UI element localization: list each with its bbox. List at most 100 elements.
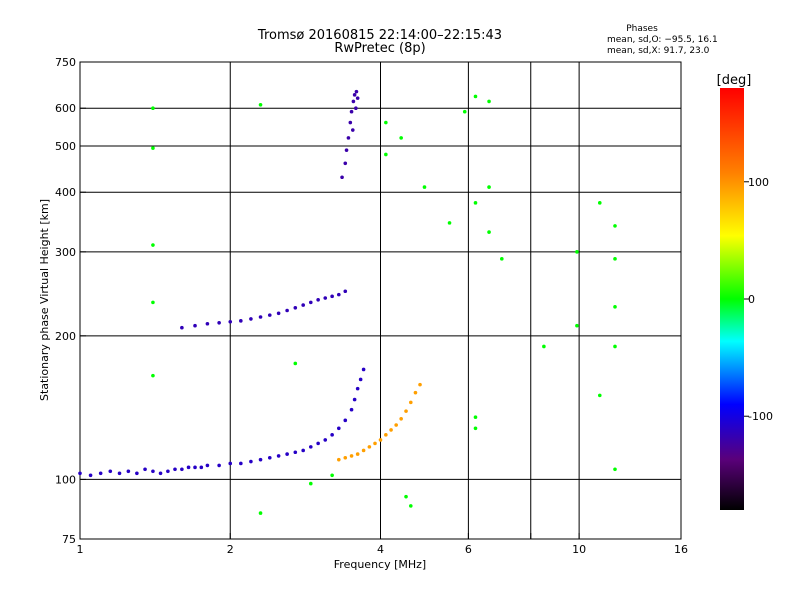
data-point xyxy=(613,257,617,261)
colorbar-tick-label: 100 xyxy=(748,176,769,189)
data-point xyxy=(98,471,103,476)
data-point xyxy=(323,296,328,300)
data-point xyxy=(151,300,155,305)
data-point xyxy=(355,96,360,100)
data-point xyxy=(346,136,351,140)
data-points xyxy=(78,89,617,515)
data-point xyxy=(355,386,360,391)
data-point xyxy=(249,317,253,321)
x-tick-label: 1 xyxy=(77,543,84,556)
data-point xyxy=(108,469,113,474)
data-point xyxy=(473,201,478,205)
data-point xyxy=(293,305,298,310)
data-point xyxy=(350,128,355,132)
data-point xyxy=(487,185,491,189)
phases-title: Phases xyxy=(626,24,658,34)
data-point xyxy=(575,323,579,328)
data-point xyxy=(267,313,272,317)
chart-title: Tromsø 20160815 22:14:00–22:15:43 xyxy=(257,28,502,43)
data-point xyxy=(473,94,478,99)
data-point xyxy=(151,243,155,247)
data-point xyxy=(354,89,359,94)
data-point xyxy=(462,109,467,114)
data-point xyxy=(205,463,210,468)
data-point xyxy=(301,303,305,307)
data-point xyxy=(399,136,403,140)
data-point xyxy=(389,428,393,432)
data-point xyxy=(613,344,617,349)
colorbar-ticks: 100 0 -100 xyxy=(744,176,773,423)
data-point xyxy=(180,325,184,330)
data-point xyxy=(413,390,418,395)
data-point xyxy=(354,106,358,111)
data-point xyxy=(258,457,263,462)
data-point xyxy=(613,305,617,309)
y-tick-label: 100 xyxy=(55,473,76,486)
plot-area: 1 2 4 6 10 16 75 100 200 300 400 500 600 750 xyxy=(55,56,688,556)
data-point xyxy=(151,106,155,111)
data-point xyxy=(205,321,210,326)
data-point xyxy=(361,367,366,372)
data-point xyxy=(351,99,356,104)
data-point xyxy=(117,471,122,476)
data-point xyxy=(293,361,298,366)
y-tick-label: 500 xyxy=(55,140,76,153)
data-point xyxy=(447,221,452,225)
data-point xyxy=(239,319,243,323)
data-point xyxy=(323,438,328,442)
data-point xyxy=(500,257,504,261)
data-point xyxy=(330,433,334,437)
data-point xyxy=(276,454,281,458)
data-point xyxy=(394,423,398,427)
data-point xyxy=(151,146,155,150)
data-point xyxy=(349,454,354,458)
data-point xyxy=(344,148,349,152)
data-point xyxy=(293,450,298,455)
data-point xyxy=(613,467,617,472)
data-point xyxy=(228,319,233,324)
x-tick-label: 16 xyxy=(674,543,688,556)
data-point xyxy=(384,120,388,125)
data-point xyxy=(487,230,491,234)
data-point xyxy=(408,400,413,405)
data-point xyxy=(337,292,341,297)
data-point xyxy=(343,455,348,460)
data-point xyxy=(352,93,357,97)
data-point xyxy=(404,494,408,499)
data-point xyxy=(135,471,139,476)
y-tick-label: 300 xyxy=(55,246,76,259)
x-tick-label: 4 xyxy=(377,543,384,556)
data-point xyxy=(343,161,348,166)
x-tick-label: 2 xyxy=(227,543,234,556)
data-point xyxy=(487,99,491,104)
data-point xyxy=(399,416,403,421)
y-tick-label: 750 xyxy=(55,56,76,69)
data-point xyxy=(597,393,602,398)
data-point xyxy=(330,294,334,299)
data-point xyxy=(408,504,413,508)
data-point xyxy=(542,344,546,349)
data-point xyxy=(158,471,163,476)
data-point xyxy=(308,300,313,305)
data-point xyxy=(355,452,360,456)
phases-o-stats: mean, sd,O: −95.5, 16.1 xyxy=(607,35,718,45)
data-point xyxy=(337,457,341,462)
data-point xyxy=(316,297,320,302)
colorbar-tick-label: -100 xyxy=(748,410,773,423)
data-point xyxy=(613,224,617,228)
data-point xyxy=(358,377,363,382)
data-point xyxy=(186,465,191,470)
data-point xyxy=(384,433,388,437)
data-point xyxy=(180,467,184,472)
data-point xyxy=(349,109,354,114)
data-point xyxy=(228,461,233,466)
colorbar: [deg] 100 0 -100 xyxy=(717,73,773,510)
colorbar-label: [deg] xyxy=(717,73,752,88)
data-point xyxy=(193,465,197,470)
gridlines xyxy=(80,62,681,539)
colorbar-tick-label: 0 xyxy=(748,293,755,306)
data-point xyxy=(78,471,82,476)
data-point xyxy=(343,289,348,294)
y-tick-label: 75 xyxy=(62,533,76,546)
data-point xyxy=(348,120,353,125)
